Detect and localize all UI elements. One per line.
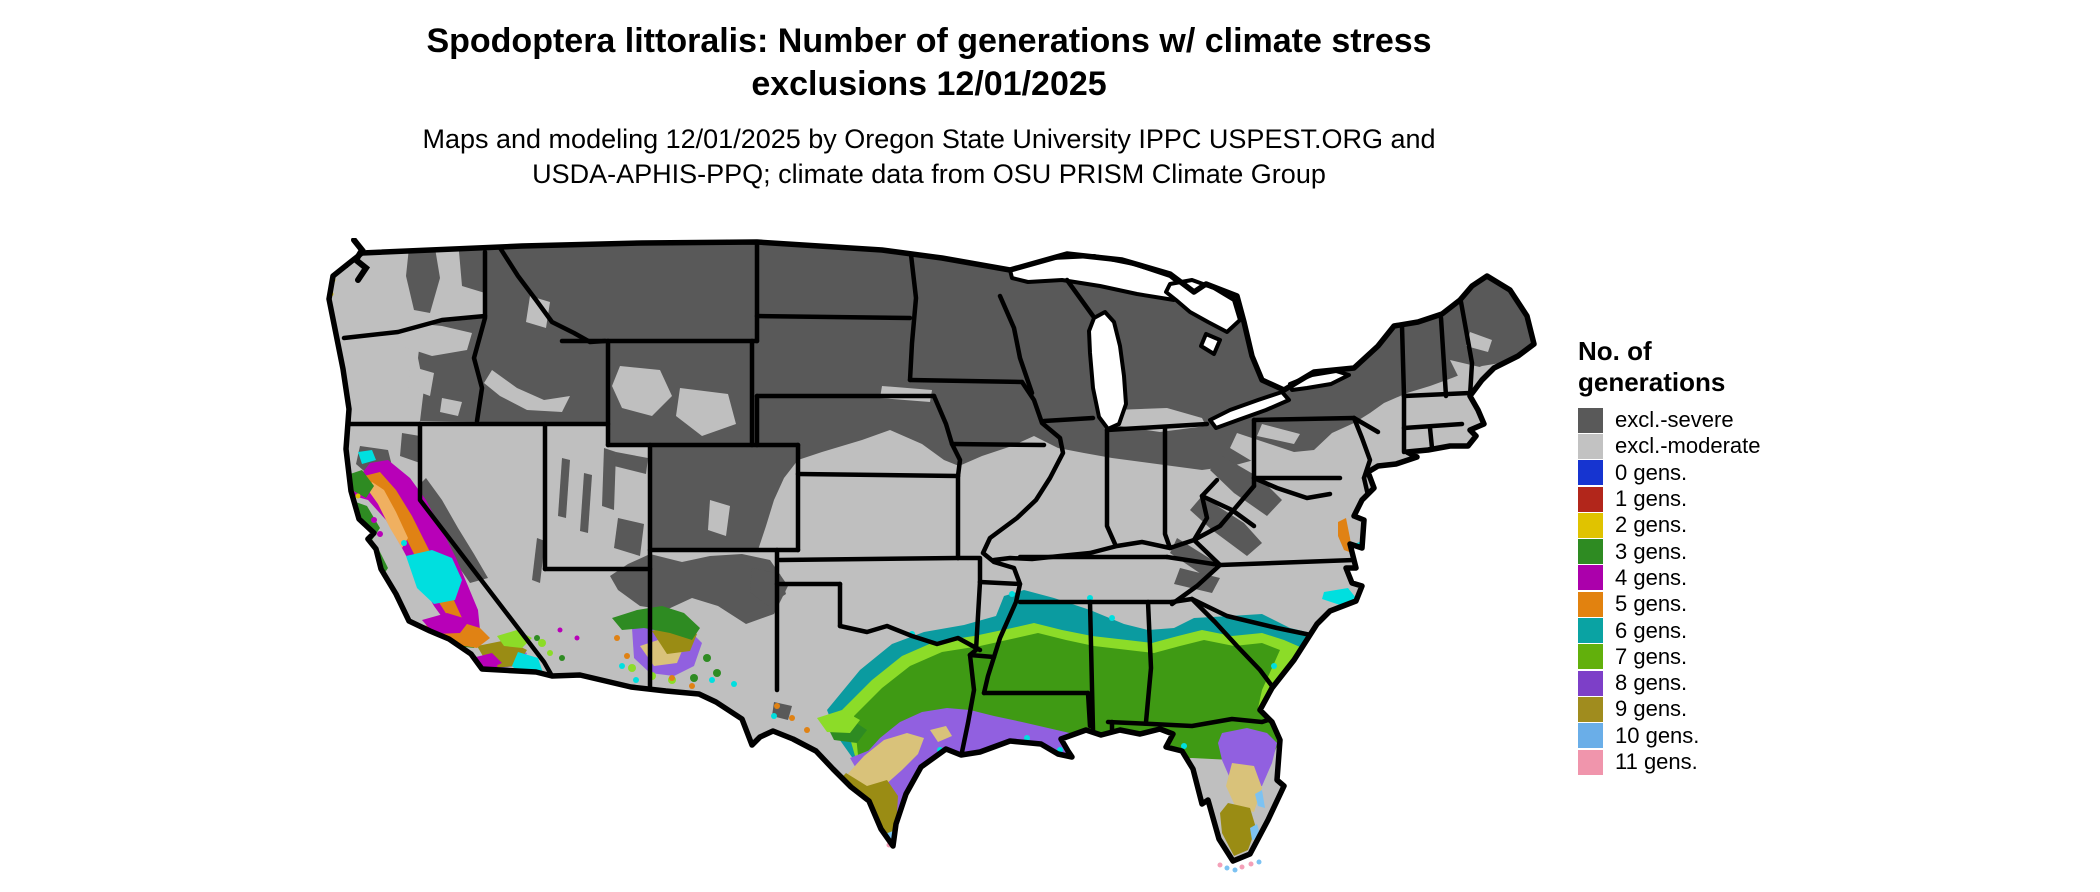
legend-title-line1: No. of (1578, 336, 1652, 366)
legend-row: 9 gens. (1578, 696, 1838, 722)
legend-row: 4 gens. (1578, 565, 1838, 591)
page-title-line1: Spodoptera littoralis: Number of generat… (426, 22, 1432, 60)
legend-color-swatch (1578, 723, 1603, 749)
legend-title-line2: generations (1578, 367, 1726, 397)
legend-color-swatch (1578, 433, 1603, 459)
legend-label: 2 gens. (1615, 512, 1688, 538)
legend-label: 4 gens. (1615, 564, 1688, 590)
legend-row: excl.-severe (1578, 407, 1838, 433)
legend-row: 5 gens. (1578, 591, 1838, 617)
legend-label: 1 gens. (1615, 486, 1688, 512)
lake-erie (1208, 390, 1291, 430)
page-title: Spodoptera littoralis: Number of generat… (0, 20, 1858, 106)
legend-label: 5 gens. (1615, 591, 1688, 617)
legend-label: 8 gens. (1615, 670, 1688, 696)
legend-title: No. of generations (1578, 336, 1838, 398)
region-11-gens-pink (886, 842, 1254, 870)
legend-color-swatch (1578, 670, 1603, 696)
legend-row: 11 gens. (1578, 749, 1838, 775)
legend-row: 6 gens. (1578, 617, 1838, 644)
legend-label: 10 gens. (1615, 722, 1700, 748)
region-9-gens-khaki (640, 638, 1262, 812)
legend-color-swatch (1578, 565, 1603, 591)
page-subtitle-line1: Maps and modeling 12/01/2025 by Oregon S… (422, 124, 1436, 154)
legend-color-swatch (1578, 696, 1603, 722)
lake-michigan (1087, 310, 1128, 431)
legend-color-swatch (1578, 591, 1603, 617)
legend-label: 6 gens. (1615, 617, 1688, 643)
legend-color-swatch (1578, 486, 1603, 512)
legend-row: 10 gens. (1578, 723, 1838, 749)
page-subtitle: Maps and modeling 12/01/2025 by Oregon S… (0, 122, 1858, 192)
page-subtitle-line2: USDA-APHIS-PPQ; climate data from OSU PR… (532, 159, 1326, 189)
legend-row: 0 gens. (1578, 460, 1838, 486)
region-10-gens-keys (1224, 859, 1262, 873)
lake-huron-saginaw-bay (1199, 332, 1222, 356)
legend-color-swatch (1578, 512, 1603, 538)
legend-label: excl.-severe (1615, 407, 1734, 433)
us-outline (326, 239, 1537, 864)
legend-label: 11 gens. (1615, 749, 1698, 774)
legend-label: 3 gens. (1615, 538, 1688, 564)
legend-row: 7 gens. (1578, 644, 1838, 670)
legend-color-swatch (1578, 460, 1603, 486)
map-legend: No. of generations excl.-severe excl.-mo… (1578, 336, 1838, 775)
legend-color-swatch (1578, 644, 1603, 670)
legend-items: excl.-severe excl.-moderate 0 gens. 1 ge… (1578, 407, 1838, 775)
legend-label: 0 gens. (1615, 459, 1688, 485)
legend-label: 9 gens. (1615, 696, 1688, 722)
legend-label: 7 gens. (1615, 643, 1688, 669)
legend-color-swatch (1578, 407, 1603, 433)
state-borders (341, 242, 1475, 755)
puget-sound-inlets (351, 238, 371, 283)
legend-color-swatch (1578, 539, 1603, 565)
legend-color-swatch (1578, 618, 1603, 644)
region-7-gens-green-band (854, 633, 1280, 824)
us-map (326, 238, 1537, 873)
legend-color-swatch (1578, 749, 1603, 775)
page-title-line2: exclusions 12/01/2025 (751, 65, 1107, 103)
legend-row: excl.-moderate (1578, 433, 1838, 459)
region-7-gens-southwest-lime (497, 630, 860, 733)
excl-moderate-patches (382, 296, 1492, 536)
legend-row: 2 gens. (1578, 512, 1838, 538)
legend-label: excl.-moderate (1615, 433, 1761, 459)
legend-row: 1 gens. (1578, 486, 1838, 512)
legend-row: 8 gens. (1578, 670, 1838, 696)
region-excl-severe-southwest (610, 554, 788, 624)
california-central-valley (352, 450, 480, 636)
legend-row: 3 gens. (1578, 538, 1838, 565)
